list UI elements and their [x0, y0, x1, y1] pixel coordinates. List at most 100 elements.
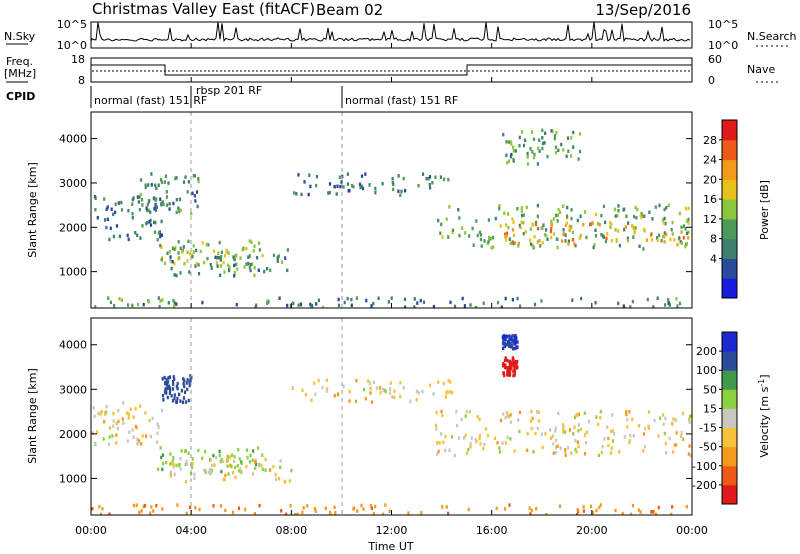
freq-series — [91, 64, 692, 76]
echo-cell — [564, 239, 567, 243]
echo-cell — [434, 175, 437, 179]
echo-cell — [157, 296, 160, 300]
echo-cell — [134, 407, 137, 411]
echo-cell — [108, 435, 111, 439]
echo-cell — [502, 412, 505, 416]
echo-cell — [428, 175, 432, 179]
echo-cell — [480, 244, 483, 248]
echo-cell — [127, 416, 130, 420]
echo-cell — [428, 183, 431, 187]
echo-cell — [448, 205, 451, 209]
echo-cell — [173, 304, 176, 308]
echo-cell — [165, 387, 168, 391]
echo-cell — [160, 219, 163, 224]
echo-cell — [296, 512, 299, 515]
echo-cell — [559, 446, 562, 450]
echo-cell — [634, 205, 637, 210]
echo-cell — [187, 180, 190, 184]
echo-cell — [628, 410, 631, 414]
echo-cell — [658, 233, 661, 238]
echo-cell — [172, 382, 175, 386]
echo-cell — [185, 381, 188, 385]
echo-cell — [151, 416, 154, 421]
echo-cell — [165, 382, 168, 387]
echo-cell — [179, 271, 182, 275]
echo-cell — [234, 475, 237, 480]
echo-cell — [147, 208, 150, 213]
echo-cell — [575, 450, 578, 454]
echo-cell — [157, 467, 160, 472]
echo-cell — [539, 244, 542, 248]
echo-cell — [484, 427, 487, 431]
echo-cell — [456, 423, 459, 428]
echo-cell — [514, 341, 517, 345]
echo-cell — [541, 128, 544, 133]
echo-cell — [549, 436, 553, 441]
echo-cell — [502, 341, 505, 345]
echo-cell — [171, 246, 174, 251]
echo-cell — [676, 242, 679, 247]
echo-cell — [463, 304, 466, 308]
echo-cell — [554, 426, 557, 431]
echo-cell — [645, 238, 648, 242]
echo-cell — [504, 356, 507, 360]
echo-cell — [169, 388, 172, 393]
echo-cell — [207, 243, 210, 247]
echo-cell — [475, 219, 478, 223]
x-tick-label: 04:00 — [175, 524, 207, 537]
echo-cell — [515, 345, 518, 349]
echo-cell — [218, 449, 221, 454]
echo-cell — [606, 425, 609, 429]
echo-cell — [584, 210, 587, 214]
echo-cell — [632, 433, 635, 438]
echo-cell — [534, 431, 537, 436]
echo-cell — [215, 455, 218, 460]
echo-cell — [245, 246, 248, 251]
echo-cell — [333, 185, 336, 189]
x-tick-label: 00:00 — [676, 524, 708, 537]
echo-cell — [223, 270, 226, 274]
echo-cell — [579, 427, 583, 432]
echo-cell — [399, 381, 402, 385]
echo-cell — [562, 204, 565, 208]
echo-cell — [561, 423, 565, 427]
echo-cell — [468, 410, 471, 414]
y-tick-label: 4000 — [59, 339, 87, 352]
echo-cell — [197, 448, 200, 453]
echo-cell — [416, 301, 419, 305]
echo-cell — [248, 239, 251, 243]
plot-title: Christmas Valley East (fitACF) — [92, 0, 315, 18]
echo-cell — [519, 304, 522, 308]
echo-cell — [346, 296, 349, 301]
echo-cell — [522, 213, 525, 217]
echo-cell — [511, 217, 514, 221]
echo-cell — [626, 425, 629, 429]
echo-cell — [346, 172, 349, 176]
echo-cell — [110, 207, 113, 211]
echo-cell — [579, 214, 582, 219]
x-tick-label: 08:00 — [275, 524, 307, 537]
echo-cell — [562, 425, 565, 429]
echo-cell — [557, 207, 560, 212]
echo-cell — [370, 304, 373, 308]
echo-cell — [458, 233, 461, 238]
echo-cell — [227, 268, 231, 273]
echo-cell — [555, 438, 558, 443]
echo-cell — [214, 255, 217, 260]
echo-cell — [516, 340, 519, 344]
echo-cell — [160, 455, 163, 460]
echo-cell — [682, 437, 685, 442]
echo-cell — [607, 443, 610, 448]
echo-cell — [522, 220, 525, 225]
echo-cell — [663, 240, 666, 244]
echo-cell — [229, 455, 232, 459]
echo-cell — [541, 241, 544, 245]
echo-cell — [169, 255, 172, 259]
echo-cell — [487, 218, 490, 222]
echo-cell — [136, 195, 139, 199]
echo-cell — [509, 372, 512, 377]
echo-cell — [220, 469, 223, 474]
echo-cell — [98, 505, 101, 509]
echo-cell — [647, 410, 651, 414]
echo-cell — [680, 225, 683, 229]
